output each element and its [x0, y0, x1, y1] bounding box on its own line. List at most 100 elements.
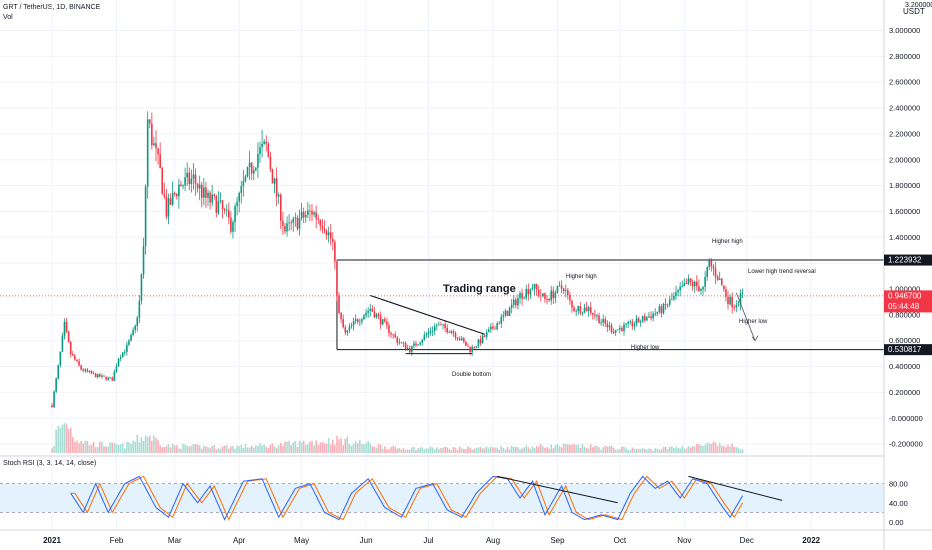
- candle-body: [153, 143, 155, 146]
- volume-bar: [275, 448, 278, 453]
- volume-bar: [221, 446, 224, 453]
- volume-bar: [604, 445, 607, 453]
- candle-body: [646, 317, 648, 321]
- volume-bar: [627, 449, 629, 453]
- volume-bar: [673, 447, 675, 453]
- price-tick-label: -0.000000: [889, 414, 923, 423]
- candle-body: [523, 297, 525, 299]
- volume-bar: [255, 445, 257, 453]
- volume-bar: [404, 450, 407, 453]
- candle-body: [94, 373, 97, 378]
- volume-bar: [569, 444, 571, 453]
- candle-body: [525, 289, 528, 298]
- volume-bar: [598, 447, 600, 453]
- volume-bar: [641, 448, 644, 453]
- volume-bar: [417, 448, 419, 453]
- candle-body: [76, 359, 78, 362]
- candle-body: [290, 222, 292, 224]
- candle-body: [148, 119, 151, 124]
- volume-bar: [687, 445, 690, 453]
- volume-bar: [629, 450, 632, 453]
- candle-body: [252, 170, 255, 174]
- volume-bar: [219, 448, 222, 453]
- candle-body: [240, 185, 243, 193]
- candle-body: [571, 300, 573, 308]
- volume-bar: [180, 448, 182, 453]
- volume-bar: [271, 443, 274, 453]
- volume-bar: [390, 446, 392, 453]
- candle-body: [284, 225, 286, 232]
- volume-bar: [169, 447, 172, 453]
- candle-body: [169, 198, 172, 205]
- stoch-k-line: [70, 475, 744, 521]
- candle-body: [654, 313, 656, 315]
- candle-body: [400, 342, 403, 344]
- volume-bar: [666, 449, 669, 453]
- candle-body: [446, 327, 448, 333]
- volume-bar: [427, 448, 430, 453]
- volume-bar: [685, 448, 688, 453]
- volume-bar: [564, 443, 567, 453]
- candle-body: [477, 339, 480, 347]
- candle-body: [652, 313, 654, 319]
- volume-bar: [431, 447, 434, 453]
- volume-bar: [178, 448, 180, 453]
- candle-body: [510, 304, 513, 308]
- candle-body: [693, 281, 696, 287]
- candle-body: [178, 184, 180, 197]
- candle-body: [238, 192, 240, 202]
- candle-body: [257, 154, 259, 168]
- volume-bar: [504, 449, 507, 453]
- volume-bar: [700, 445, 702, 453]
- candle-body: [589, 307, 592, 313]
- candle-body: [542, 293, 544, 296]
- candle-body: [132, 329, 134, 335]
- candle-body: [556, 285, 559, 293]
- volume-bar: [664, 446, 667, 453]
- candle-body: [691, 281, 694, 287]
- candle-body: [157, 148, 159, 155]
- volume-bar: [633, 448, 636, 453]
- candle-body: [614, 330, 617, 333]
- candle-body: [167, 198, 170, 217]
- candle-body: [304, 215, 307, 218]
- candle-body: [159, 154, 161, 169]
- candle-body: [99, 374, 101, 377]
- volume-bar: [155, 437, 157, 453]
- volume-bar: [292, 442, 295, 453]
- volume-bar: [109, 442, 112, 453]
- volume-bar: [490, 446, 492, 453]
- volume-bar: [217, 448, 220, 453]
- volume-bar: [113, 442, 116, 453]
- volume-bar: [683, 448, 686, 453]
- candle-body: [650, 316, 652, 319]
- volume-bar: [367, 441, 369, 453]
- candle-body: [109, 377, 112, 379]
- candle-body: [423, 335, 426, 340]
- candle-body: [105, 376, 107, 380]
- candle-body: [702, 286, 704, 290]
- candle-body: [612, 331, 615, 333]
- candle-body: [332, 239, 334, 242]
- price-marker-box: [884, 290, 932, 313]
- volume-bar: [394, 446, 396, 453]
- reversal-arrow-head: [751, 335, 759, 342]
- candle-body: [415, 343, 417, 346]
- price-tick-label: 0.600000: [889, 336, 920, 345]
- volume-bar: [438, 448, 440, 453]
- stoch-downtrend-2: [688, 475, 783, 501]
- volume-bar: [311, 440, 313, 453]
- volume-bar: [650, 448, 652, 453]
- volume-bar: [363, 444, 365, 453]
- volume-bar: [533, 447, 536, 453]
- volume-bar: [581, 443, 584, 453]
- volume-bar: [205, 446, 207, 453]
- candle-body: [583, 307, 586, 313]
- candle-body: [246, 167, 249, 177]
- volume-bar: [348, 443, 351, 453]
- candle-body: [606, 323, 609, 328]
- candle-body: [53, 391, 55, 408]
- candle-body: [504, 310, 507, 316]
- candle-body: [631, 321, 634, 327]
- volume-bar: [712, 441, 715, 453]
